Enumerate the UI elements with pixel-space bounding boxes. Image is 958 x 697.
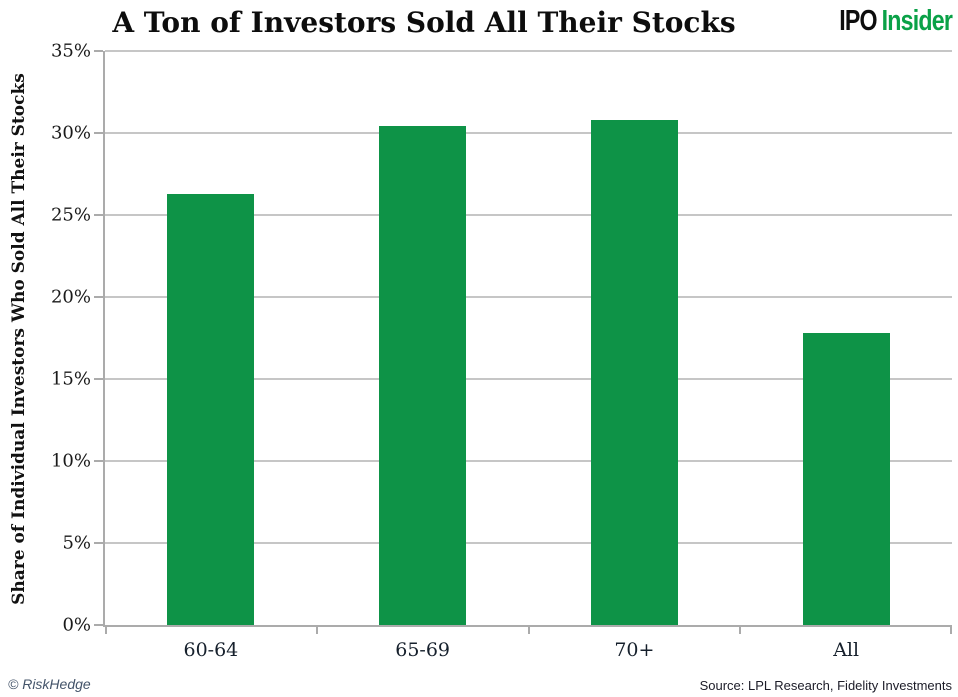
y-tick-label-20: 20% xyxy=(50,286,91,308)
y-tick-label-15: 15% xyxy=(50,368,91,390)
gridline-5 xyxy=(105,542,952,544)
y-tick-mark-10 xyxy=(94,460,103,462)
x-tick-mark-0 xyxy=(105,625,107,634)
x-category-label-All: All xyxy=(833,639,860,661)
gridline-30 xyxy=(105,131,952,134)
y-tick-mark-30 xyxy=(94,131,103,134)
x-tick-mark-2 xyxy=(527,625,530,634)
y-tick-label-25: 25% xyxy=(50,204,91,226)
y-tick-mark-5 xyxy=(94,542,103,544)
y-tick-label-5: 5% xyxy=(62,532,91,554)
y-tick-label-0: 0% xyxy=(62,614,91,636)
gridline-10 xyxy=(105,460,952,462)
logo-text-ipo: IPO xyxy=(839,5,877,37)
x-tick-mark-3 xyxy=(739,625,742,634)
y-tick-label-35: 35% xyxy=(50,40,91,62)
y-tick-mark-35 xyxy=(94,50,103,52)
x-category-label-70+: 70+ xyxy=(614,639,655,661)
y-tick-mark-20 xyxy=(94,296,103,298)
riskhedge-credit: © RiskHedge xyxy=(8,676,91,692)
logo-text-insider: Insider xyxy=(881,5,953,37)
plot-area: 35% 30% 25% 20% 15% 10% 5% 0% 60-64 65-69 70+ All xyxy=(51,41,952,661)
x-tick-mark-1 xyxy=(315,625,318,634)
y-tick-mark-25 xyxy=(94,213,103,216)
bar-65-69 xyxy=(379,126,467,625)
gridline-35 xyxy=(105,50,952,52)
y-tick-label-10: 10% xyxy=(50,450,91,472)
x-category-label-65-69: 65-69 xyxy=(395,639,451,661)
x-category-label-60-64: 60-64 xyxy=(183,639,239,661)
ipo-insider-logo: IPO Insider xyxy=(839,5,953,38)
y-axis-title: Share of Individual Investors Who Sold A… xyxy=(9,73,29,605)
x-tick-mark-4 xyxy=(950,625,952,634)
bar-60-64 xyxy=(167,193,255,625)
source-note: Source: LPL Research, Fidelity Investmen… xyxy=(699,678,952,693)
chart-title: A Ton of Investors Sold All Their Stocks xyxy=(112,6,736,39)
bar-All xyxy=(802,333,890,625)
bar-70+ xyxy=(590,119,678,625)
gridline-25 xyxy=(105,213,952,216)
y-tick-mark-0 xyxy=(94,624,103,626)
gridline-15 xyxy=(105,377,952,380)
y-tick-mark-15 xyxy=(94,377,103,380)
y-axis-title-wrap: Share of Individual Investors Who Sold A… xyxy=(6,51,32,627)
gridline-20 xyxy=(105,296,952,298)
y-tick-label-30: 30% xyxy=(50,122,91,144)
